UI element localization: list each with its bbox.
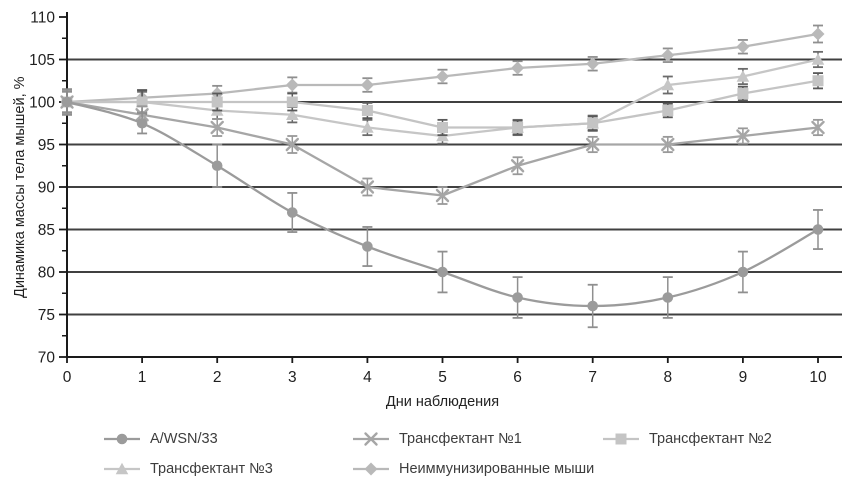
x-axis-title: Дни наблюдения (385, 394, 500, 410)
x-tick-labels: 0 1 2 3 4 5 6 7 8 9 10 (63, 369, 827, 386)
y-tick-labels: 70 75 80 85 90 95 100 105 110 (29, 10, 55, 367)
svg-text:80: 80 (38, 265, 56, 282)
legend-item-circle: A/WSN/33 (103, 430, 218, 448)
svg-text:0: 0 (63, 369, 72, 386)
legend-item-square: Трансфектант №2 (602, 430, 772, 448)
svg-text:100: 100 (29, 95, 55, 112)
svg-text:6: 6 (513, 369, 522, 386)
svg-text:1: 1 (138, 369, 147, 386)
svg-text:110: 110 (30, 10, 55, 27)
svg-text:85: 85 (38, 222, 55, 239)
legend-marker-triangle-icon (104, 462, 140, 475)
svg-text:90: 90 (38, 180, 56, 197)
axes (59, 12, 842, 363)
svg-text:10: 10 (809, 369, 827, 386)
svg-text:70: 70 (38, 350, 56, 367)
y-axis-title: Динамика массы тела мышей, % (12, 76, 28, 298)
legend-label: Неиммунизированные мыши (399, 461, 595, 477)
legend-label: Трансфектант №1 (399, 431, 522, 447)
legend-item-triangle: Трансфектант №3 (103, 460, 273, 478)
svg-text:7: 7 (588, 369, 597, 386)
svg-text:75: 75 (38, 307, 55, 324)
series-circle (61, 88, 824, 329)
svg-text:2: 2 (213, 369, 222, 386)
svg-text:3: 3 (288, 369, 297, 386)
legend-marker-x-icon (353, 432, 389, 446)
plot-area: 70 75 80 85 90 95 100 105 110 0 1 2 3 4 5 6 7 8 9 10 (29, 10, 842, 386)
svg-text:105: 105 (29, 52, 55, 69)
legend-item-x: Трансфектант №1 (352, 430, 522, 448)
legend-item-diamond: Неиммунизированные мыши (352, 460, 594, 478)
series-diamond (60, 24, 825, 114)
legend-marker-diamond-icon (353, 462, 389, 476)
svg-text:8: 8 (663, 369, 672, 386)
series-square (61, 72, 824, 137)
legend-marker-circle-icon (104, 433, 140, 445)
legend-label: Трансфектант №3 (150, 461, 273, 477)
svg-text:95: 95 (38, 137, 55, 154)
svg-text:9: 9 (739, 369, 748, 386)
legend-label: A/WSN/33 (150, 431, 218, 447)
svg-text:4: 4 (363, 369, 372, 386)
legend-label: Трансфектант №2 (649, 431, 772, 447)
svg-text:5: 5 (438, 369, 447, 386)
legend-marker-square-icon (603, 433, 639, 445)
